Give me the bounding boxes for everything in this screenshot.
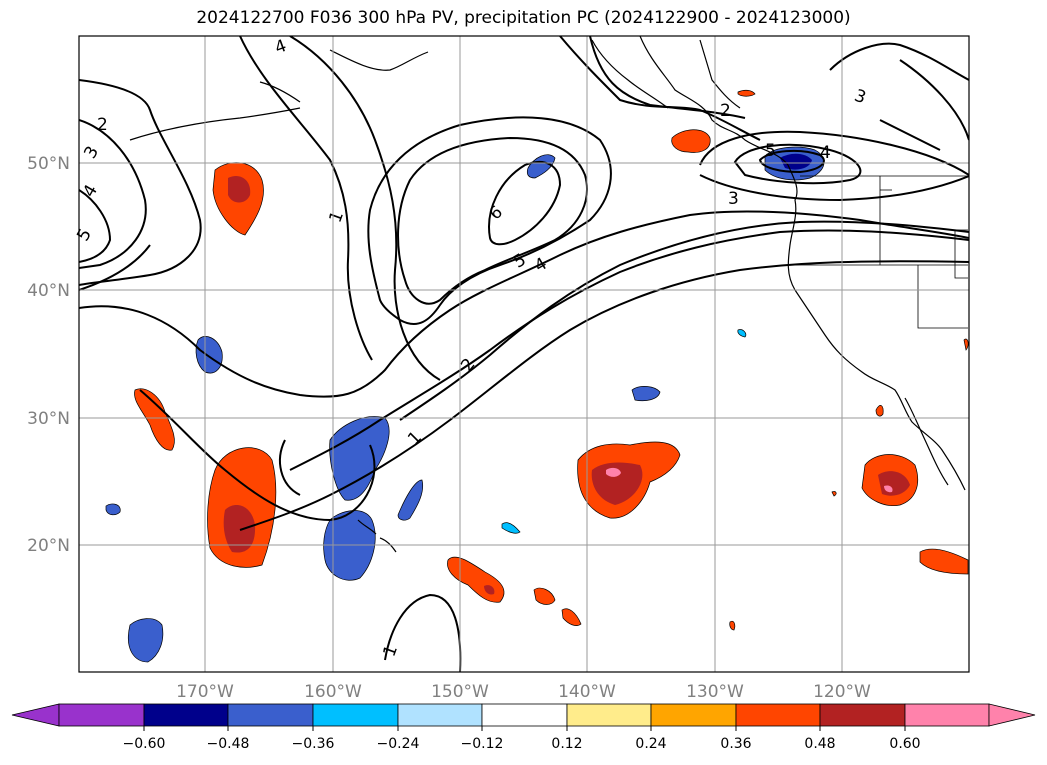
contour-label: 3 bbox=[728, 189, 739, 209]
colorbar-segment bbox=[397, 703, 483, 727]
lon-label: 130°W bbox=[686, 682, 744, 702]
pv-contours bbox=[79, 36, 969, 672]
precip-positive-areas bbox=[134, 89, 969, 631]
colorbar-ticks bbox=[143, 726, 906, 731]
colorbar-segment bbox=[481, 703, 568, 727]
lon-label: 170°W bbox=[176, 682, 234, 702]
colorbar-segment bbox=[735, 703, 821, 727]
lat-label: 50°N bbox=[27, 154, 70, 174]
colorbar-segment bbox=[904, 703, 990, 727]
colorbar-tick-label: −0.24 bbox=[376, 736, 420, 752]
lat-label: 20°N bbox=[27, 536, 70, 556]
lon-label: 140°W bbox=[558, 682, 616, 702]
lat-labels: 50°N 40°N 30°N 20°N bbox=[27, 154, 70, 556]
colorbar-tick-label: −0.60 bbox=[122, 736, 166, 752]
map-title: 2024122700 F036 300 hPa PV, precipitatio… bbox=[196, 8, 851, 28]
map-frame bbox=[78, 35, 970, 673]
contour-label: 1 bbox=[404, 428, 426, 450]
lat-label: 40°N bbox=[27, 281, 70, 301]
contour-label: 3 bbox=[852, 86, 869, 108]
colorbar-extend-low bbox=[11, 703, 60, 727]
colorbar-tick-label: −0.48 bbox=[206, 736, 250, 752]
colorbar-segment bbox=[819, 703, 906, 727]
colorbar-segment bbox=[566, 703, 652, 727]
contour-label: 1 bbox=[379, 642, 401, 659]
precip-negative-areas bbox=[105, 146, 825, 663]
contour-label: 4 bbox=[531, 254, 550, 277]
lon-label: 120°W bbox=[813, 682, 871, 702]
colorbar-extend-high bbox=[988, 703, 1036, 727]
contour-label: 5 bbox=[73, 225, 96, 244]
colorbar bbox=[11, 703, 1036, 731]
contour-label: 2 bbox=[457, 355, 479, 376]
contour-label: 3 bbox=[80, 143, 103, 162]
colorbar-segment bbox=[312, 703, 399, 727]
colorbar-tick-label: 0.36 bbox=[720, 736, 752, 752]
contour-label: 4 bbox=[79, 181, 102, 200]
country-borders bbox=[788, 175, 968, 329]
colorbar-tick-label: 0.12 bbox=[551, 736, 583, 752]
colorbar-tick-label: 0.60 bbox=[889, 736, 921, 752]
colorbar-segment bbox=[58, 703, 145, 727]
contour-label: 2 bbox=[720, 101, 731, 121]
colorbar-tick-label: −0.12 bbox=[460, 736, 504, 752]
contour-label: 2 bbox=[97, 115, 108, 135]
colorbar-tick-label: 0.24 bbox=[635, 736, 667, 752]
contour-label: 4 bbox=[272, 36, 289, 58]
colorbar-segment bbox=[143, 703, 229, 727]
lon-label: 160°W bbox=[304, 682, 362, 702]
colorbar-segment bbox=[227, 703, 314, 727]
contour-label: 1 bbox=[325, 208, 347, 225]
lat-label: 30°N bbox=[27, 409, 70, 429]
colorbar-tick-label: 0.48 bbox=[804, 736, 836, 752]
colorbar-segment bbox=[650, 703, 737, 727]
lon-labels: 170°W 160°W 150°W 140°W 130°W 120°W bbox=[176, 682, 871, 702]
graticule bbox=[79, 36, 969, 672]
colorbar-tick-label: −0.36 bbox=[291, 736, 335, 752]
lon-label: 150°W bbox=[431, 682, 489, 702]
contour-label: 4 bbox=[820, 143, 831, 163]
contour-label: 5 bbox=[765, 141, 776, 161]
